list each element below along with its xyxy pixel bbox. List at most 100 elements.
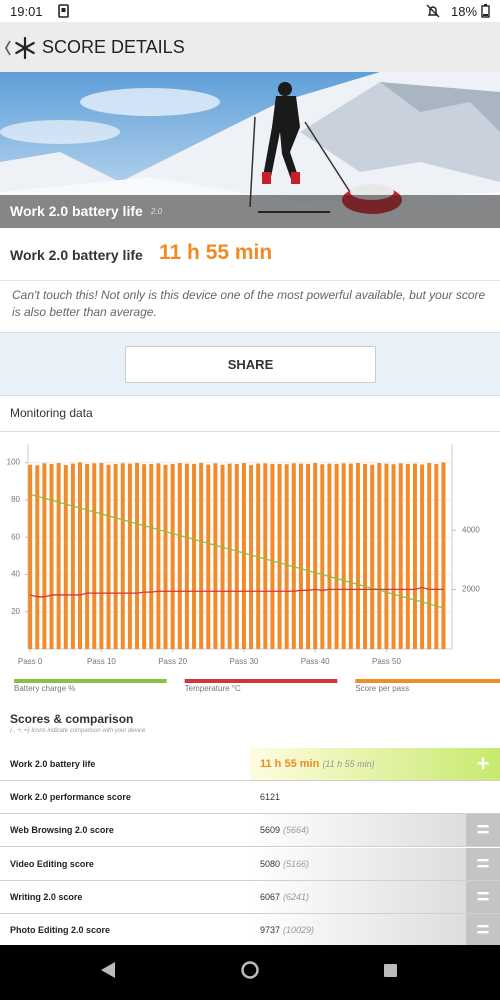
comparison-icon: = <box>466 814 500 847</box>
y2-tick-label: 2000 <box>462 585 480 594</box>
bar <box>377 463 382 649</box>
bar <box>441 462 446 649</box>
bar <box>434 463 439 649</box>
legend-label: Score per pass <box>355 684 409 693</box>
legend-label: Temperature °C <box>185 684 241 693</box>
comparison-score: (11 h 55 min) <box>322 759 375 769</box>
navigation-bar <box>0 945 500 1000</box>
bar <box>113 463 118 649</box>
home-nav[interactable] <box>241 961 259 979</box>
score-label: Work 2.0 battery life <box>10 759 96 769</box>
bar <box>291 463 296 649</box>
bar <box>263 463 268 649</box>
description: Can't touch this! Not only is this devic… <box>12 288 486 319</box>
monitoring-title: Monitoring data <box>10 406 93 420</box>
score-label: Web Browsing 2.0 score <box>10 825 114 836</box>
y-tick-label: 80 <box>11 495 20 504</box>
bar <box>163 464 168 649</box>
result-label: Work 2.0 battery life <box>10 247 143 263</box>
bar <box>348 463 353 649</box>
share-button[interactable]: SHARE <box>125 346 376 383</box>
back-nav[interactable] <box>101 962 115 978</box>
y-tick-label: 60 <box>11 532 20 541</box>
comparison-icon: = <box>466 914 500 946</box>
legend-swatch <box>14 679 167 683</box>
monitoring-chart: 20 40 60 80 100 2000 4000 Pass 0 Pass 10 Pass 20 P… <box>7 444 500 693</box>
score-cell: 9737 (10029) = <box>250 914 500 946</box>
score-value: 6121 <box>260 792 280 802</box>
bar <box>327 463 332 649</box>
bar <box>170 463 175 649</box>
score-row[interactable]: Photo Editing 2.0 score 9737 (10029) = <box>0 914 500 947</box>
bar <box>192 463 197 649</box>
score-cell: 5080 (5166) = <box>250 847 500 880</box>
score-cell: 6121 <box>250 781 500 814</box>
score-row[interactable]: Work 2.0 battery life 11 h 55 min (11 h 55… <box>0 748 500 781</box>
score-number: 11 h 55 min <box>260 758 320 770</box>
x-tick-label: Pass 0 <box>18 657 43 666</box>
recents-nav[interactable] <box>384 964 397 977</box>
bar <box>92 463 97 649</box>
comparison-score: (5166) <box>283 858 310 869</box>
bar <box>370 464 375 649</box>
hero-version: 2.0 <box>151 207 163 216</box>
bar <box>56 463 61 649</box>
status-icon <box>58 4 69 18</box>
comparison-icon: = <box>466 880 500 913</box>
app-bar: SCORE DETAILS <box>0 22 500 72</box>
score-value: 5080 (5166) <box>260 859 309 869</box>
score-cell: 6067 (6241) = <box>250 880 500 913</box>
bar <box>241 463 246 649</box>
score-value: 9737 (10029) <box>260 925 314 935</box>
bar <box>199 463 204 649</box>
score-number: 5080 <box>260 858 281 869</box>
score-row[interactable]: Writing 2.0 score 6067 (6241) = <box>0 880 500 914</box>
score-number: 6067 <box>260 891 281 902</box>
bar <box>149 463 154 649</box>
score-number: 6121 <box>260 792 281 803</box>
clock: 19:01 <box>10 4 43 19</box>
screen-title: SCORE DETAILS <box>42 37 185 57</box>
nav-buttons <box>101 961 397 979</box>
scores-note: (-, +, =) Icons indicate comparison with… <box>10 728 146 734</box>
legend-label: Battery charge % <box>14 684 75 693</box>
score-label: Writing 2.0 score <box>10 891 83 902</box>
bar <box>227 463 232 649</box>
back-button[interactable] <box>3 36 39 60</box>
mute-icon <box>426 4 440 18</box>
bar <box>63 465 68 649</box>
y-tick-label: 40 <box>11 570 20 579</box>
bar <box>277 463 282 649</box>
bar <box>127 463 132 649</box>
legend-swatch <box>184 679 338 683</box>
bar <box>334 463 339 649</box>
score-row[interactable]: Work 2.0 performance score 6121 <box>0 781 500 815</box>
bar <box>28 464 33 649</box>
bar <box>220 464 225 649</box>
score-row[interactable]: Web Browsing 2.0 score 5609 (5664) = <box>0 814 500 848</box>
bar <box>420 464 425 649</box>
bar <box>234 463 239 649</box>
comparison-icon: = <box>466 847 500 880</box>
score-value: 11 h 55 min (11 h 55 min) <box>260 758 375 770</box>
bar <box>49 463 54 649</box>
score-cell: 11 h 55 min (11 h 55 min) + <box>250 748 500 780</box>
bar <box>156 463 161 649</box>
bar <box>270 463 275 649</box>
battery-icon <box>481 4 490 18</box>
bar <box>106 464 111 649</box>
score-row[interactable]: Video Editing score 5080 (5166) = <box>0 847 500 881</box>
comparison-score: (10029) <box>283 925 315 935</box>
bar <box>427 463 432 649</box>
bar <box>249 465 254 649</box>
bar <box>177 463 182 649</box>
scores-title: Scores & comparison <box>10 712 134 726</box>
result-row: Work 2.0 battery life 11 h 55 min <box>0 230 500 281</box>
bar <box>213 463 218 649</box>
bar <box>284 464 289 649</box>
x-tick-label: Pass 40 <box>301 657 330 666</box>
score-number: 9737 <box>260 925 281 935</box>
battery-level: 18% <box>451 4 478 19</box>
y2-tick-label: 4000 <box>462 525 480 534</box>
score-label: Video Editing score <box>10 858 94 869</box>
